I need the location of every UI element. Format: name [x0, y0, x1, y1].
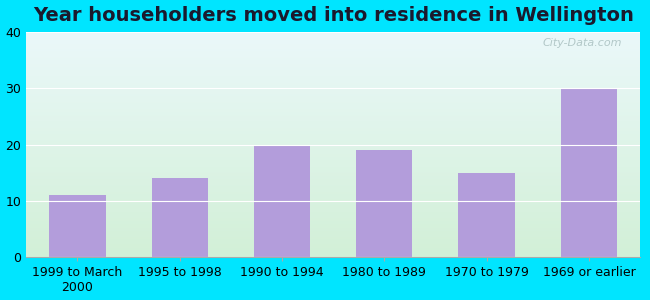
Bar	[49, 195, 105, 257]
Bar	[254, 145, 310, 257]
Bar	[151, 178, 208, 257]
Bar	[458, 173, 515, 257]
Title: Year householders moved into residence in Wellington: Year householders moved into residence i…	[32, 6, 634, 25]
Text: City-Data.com: City-Data.com	[542, 38, 621, 48]
Bar	[356, 150, 413, 257]
Bar	[561, 88, 617, 257]
